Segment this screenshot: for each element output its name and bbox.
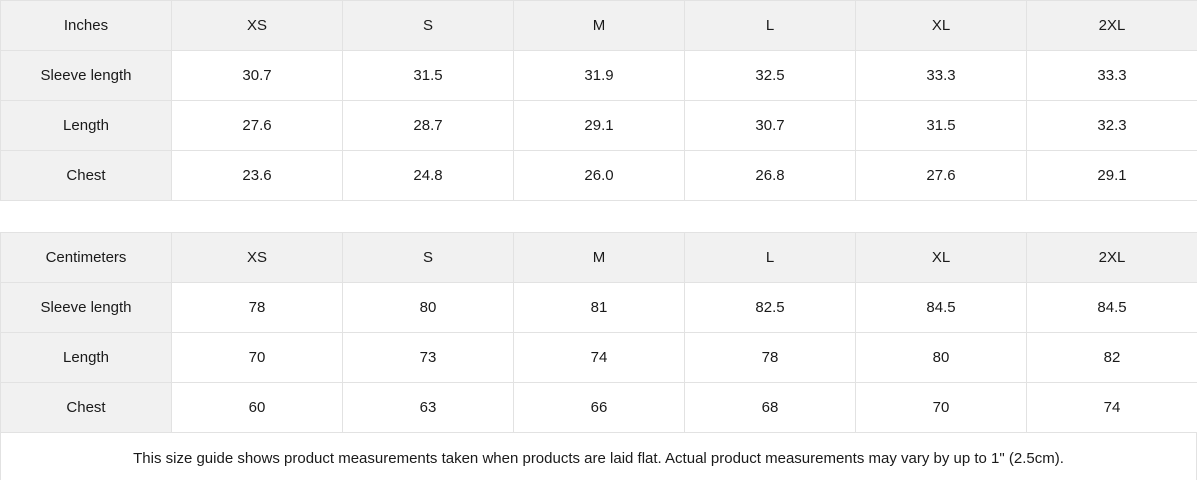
- inches-sleeve-length-m: 31.9: [513, 50, 685, 101]
- centimeters-table-head: Centimeters XS S M L XL 2XL: [0, 232, 1197, 283]
- inches-header-row: Inches XS S M L XL 2XL: [0, 0, 1197, 51]
- inches-length-m: 29.1: [513, 100, 685, 151]
- centimeters-row-label-sleeve-length: Sleeve length: [0, 282, 172, 333]
- centimeters-column-header-xl: XL: [855, 232, 1027, 283]
- inches-column-header-xl: XL: [855, 0, 1027, 51]
- inches-length-2xl: 32.3: [1026, 100, 1197, 151]
- inches-length-xl: 31.5: [855, 100, 1027, 151]
- table-row: Chest 23.6 24.8 26.0 26.8 27.6 29.1: [0, 150, 1197, 201]
- inches-table-body: Sleeve length 30.7 31.5 31.9 32.5 33.3 3…: [0, 50, 1197, 201]
- centimeters-sleeve-length-l: 82.5: [684, 282, 856, 333]
- size-guide-footnote-text: This size guide shows product measuremen…: [133, 449, 1064, 467]
- centimeters-size-table: Centimeters XS S M L XL 2XL Sleeve lengt…: [0, 232, 1197, 433]
- centimeters-chest-2xl: 74: [1026, 382, 1197, 433]
- centimeters-chest-xl: 70: [855, 382, 1027, 433]
- inches-chest-l: 26.8: [684, 150, 856, 201]
- table-row: Sleeve length 30.7 31.5 31.9 32.5 33.3 3…: [0, 50, 1197, 101]
- centimeters-row-label-length: Length: [0, 332, 172, 383]
- centimeters-length-m: 74: [513, 332, 685, 383]
- inches-sleeve-length-xl: 33.3: [855, 50, 1027, 101]
- inches-table-head: Inches XS S M L XL 2XL: [0, 0, 1197, 51]
- inches-sleeve-length-2xl: 33.3: [1026, 50, 1197, 101]
- centimeters-length-2xl: 82: [1026, 332, 1197, 383]
- centimeters-chest-s: 63: [342, 382, 514, 433]
- centimeters-length-xl: 80: [855, 332, 1027, 383]
- size-guide-footnote-row: This size guide shows product measuremen…: [0, 433, 1197, 480]
- centimeters-header-row: Centimeters XS S M L XL 2XL: [0, 232, 1197, 283]
- table-row: Length 70 73 74 78 80 82: [0, 332, 1197, 383]
- centimeters-length-xs: 70: [171, 332, 343, 383]
- inches-unit-header: Inches: [0, 0, 172, 51]
- inches-chest-xs: 23.6: [171, 150, 343, 201]
- inches-chest-2xl: 29.1: [1026, 150, 1197, 201]
- inches-size-table: Inches XS S M L XL 2XL Sleeve length 30.…: [0, 0, 1197, 201]
- centimeters-column-header-xs: XS: [171, 232, 343, 283]
- centimeters-length-l: 78: [684, 332, 856, 383]
- inches-chest-m: 26.0: [513, 150, 685, 201]
- centimeters-row-label-chest: Chest: [0, 382, 172, 433]
- centimeters-sleeve-length-m: 81: [513, 282, 685, 333]
- centimeters-chest-xs: 60: [171, 382, 343, 433]
- inches-length-l: 30.7: [684, 100, 856, 151]
- inches-sleeve-length-l: 32.5: [684, 50, 856, 101]
- inches-sleeve-length-s: 31.5: [342, 50, 514, 101]
- centimeters-table-body: Sleeve length 78 80 81 82.5 84.5 84.5 Le…: [0, 282, 1197, 433]
- inches-column-header-xs: XS: [171, 0, 343, 51]
- centimeters-sleeve-length-xl: 84.5: [855, 282, 1027, 333]
- centimeters-column-header-2xl: 2XL: [1026, 232, 1197, 283]
- centimeters-column-header-l: L: [684, 232, 856, 283]
- inches-length-s: 28.7: [342, 100, 514, 151]
- inches-column-header-m: M: [513, 0, 685, 51]
- inches-row-label-chest: Chest: [0, 150, 172, 201]
- centimeters-chest-l: 68: [684, 382, 856, 433]
- inches-column-header-2xl: 2XL: [1026, 0, 1197, 51]
- inches-column-header-s: S: [342, 0, 514, 51]
- inches-sleeve-length-xs: 30.7: [171, 50, 343, 101]
- inches-chest-xl: 27.6: [855, 150, 1027, 201]
- centimeters-chest-m: 66: [513, 382, 685, 433]
- centimeters-sleeve-length-xs: 78: [171, 282, 343, 333]
- table-spacer: [0, 201, 1197, 232]
- inches-row-label-length: Length: [0, 100, 172, 151]
- table-row: Sleeve length 78 80 81 82.5 84.5 84.5: [0, 282, 1197, 333]
- table-row: Length 27.6 28.7 29.1 30.7 31.5 32.3: [0, 100, 1197, 151]
- centimeters-sleeve-length-s: 80: [342, 282, 514, 333]
- centimeters-unit-header: Centimeters: [0, 232, 172, 283]
- centimeters-column-header-s: S: [342, 232, 514, 283]
- inches-column-header-l: L: [684, 0, 856, 51]
- centimeters-length-s: 73: [342, 332, 514, 383]
- inches-row-label-sleeve-length: Sleeve length: [0, 50, 172, 101]
- centimeters-column-header-m: M: [513, 232, 685, 283]
- centimeters-sleeve-length-2xl: 84.5: [1026, 282, 1197, 333]
- table-row: Chest 60 63 66 68 70 74: [0, 382, 1197, 433]
- inches-chest-s: 24.8: [342, 150, 514, 201]
- inches-length-xs: 27.6: [171, 100, 343, 151]
